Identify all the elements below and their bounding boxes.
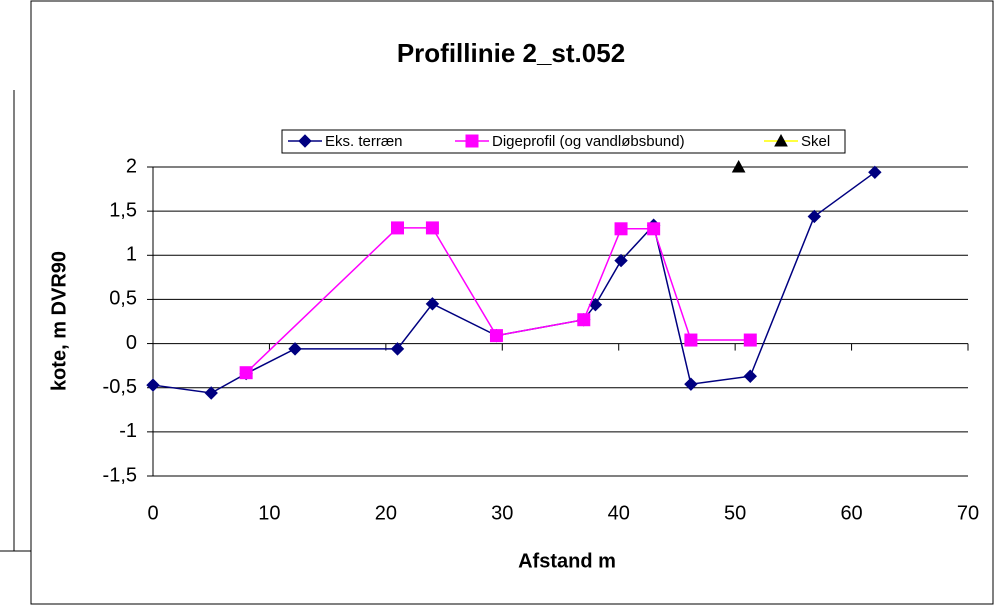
- data-point: [204, 386, 218, 400]
- x-tick-label: 50: [724, 502, 746, 524]
- data-point: [743, 369, 757, 383]
- x-tick-label: 10: [258, 502, 280, 524]
- data-point: [647, 222, 661, 236]
- data-point: [288, 342, 302, 356]
- data-point: [684, 377, 698, 391]
- data-point: [425, 297, 440, 311]
- legend-label: Eks. terræn: [325, 133, 403, 150]
- x-tick-label: 20: [375, 502, 397, 524]
- data-point: [614, 222, 628, 236]
- data-point: [146, 378, 160, 392]
- y-tick-label: 1,5: [109, 199, 137, 221]
- x-tick-label: 70: [957, 502, 979, 524]
- data-point: [577, 313, 591, 327]
- legend-marker: [465, 134, 479, 148]
- data-point: [684, 333, 698, 347]
- x-tick-label: 30: [491, 502, 513, 524]
- legend: [281, 129, 846, 154]
- x-tick-label: 0: [147, 502, 158, 524]
- data-point: [239, 366, 253, 380]
- y-tick-label: 1: [126, 244, 137, 266]
- y-tick-label: -1: [119, 420, 137, 442]
- legend-label: Skel: [801, 133, 830, 150]
- legend-marker: [298, 134, 312, 148]
- data-point: [391, 221, 404, 235]
- data-point: [743, 333, 757, 347]
- data-point: [390, 342, 405, 356]
- data-point: [807, 209, 822, 224]
- y-tick-label: 0,5: [109, 288, 137, 310]
- data-point: [731, 159, 746, 173]
- data-point: [868, 165, 882, 180]
- data-point: [425, 221, 439, 235]
- legend-marker: [774, 133, 788, 147]
- y-tick-label: 2: [126, 155, 137, 177]
- y-tick-label: -1,5: [103, 464, 137, 486]
- data-point: [489, 329, 503, 343]
- x-tick-label: 60: [840, 502, 862, 524]
- chart-title: Profillinie 2_st.052: [397, 38, 625, 68]
- y-axis-label: kote, m DVR90: [48, 251, 70, 391]
- chart-frame: [30, 0, 994, 605]
- y-tick-label: 0: [126, 332, 137, 354]
- data-point: [614, 253, 628, 268]
- legend-label: Digeprofil (og vandløbsbund): [492, 133, 685, 150]
- x-tick-label: 40: [608, 502, 630, 524]
- y-tick-label: -0,5: [103, 376, 137, 398]
- x-axis-label: Afstand m: [518, 550, 616, 572]
